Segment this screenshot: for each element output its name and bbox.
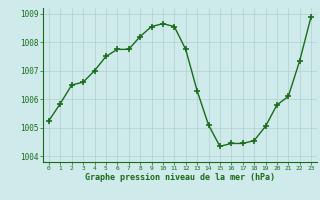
X-axis label: Graphe pression niveau de la mer (hPa): Graphe pression niveau de la mer (hPa)	[85, 173, 275, 182]
